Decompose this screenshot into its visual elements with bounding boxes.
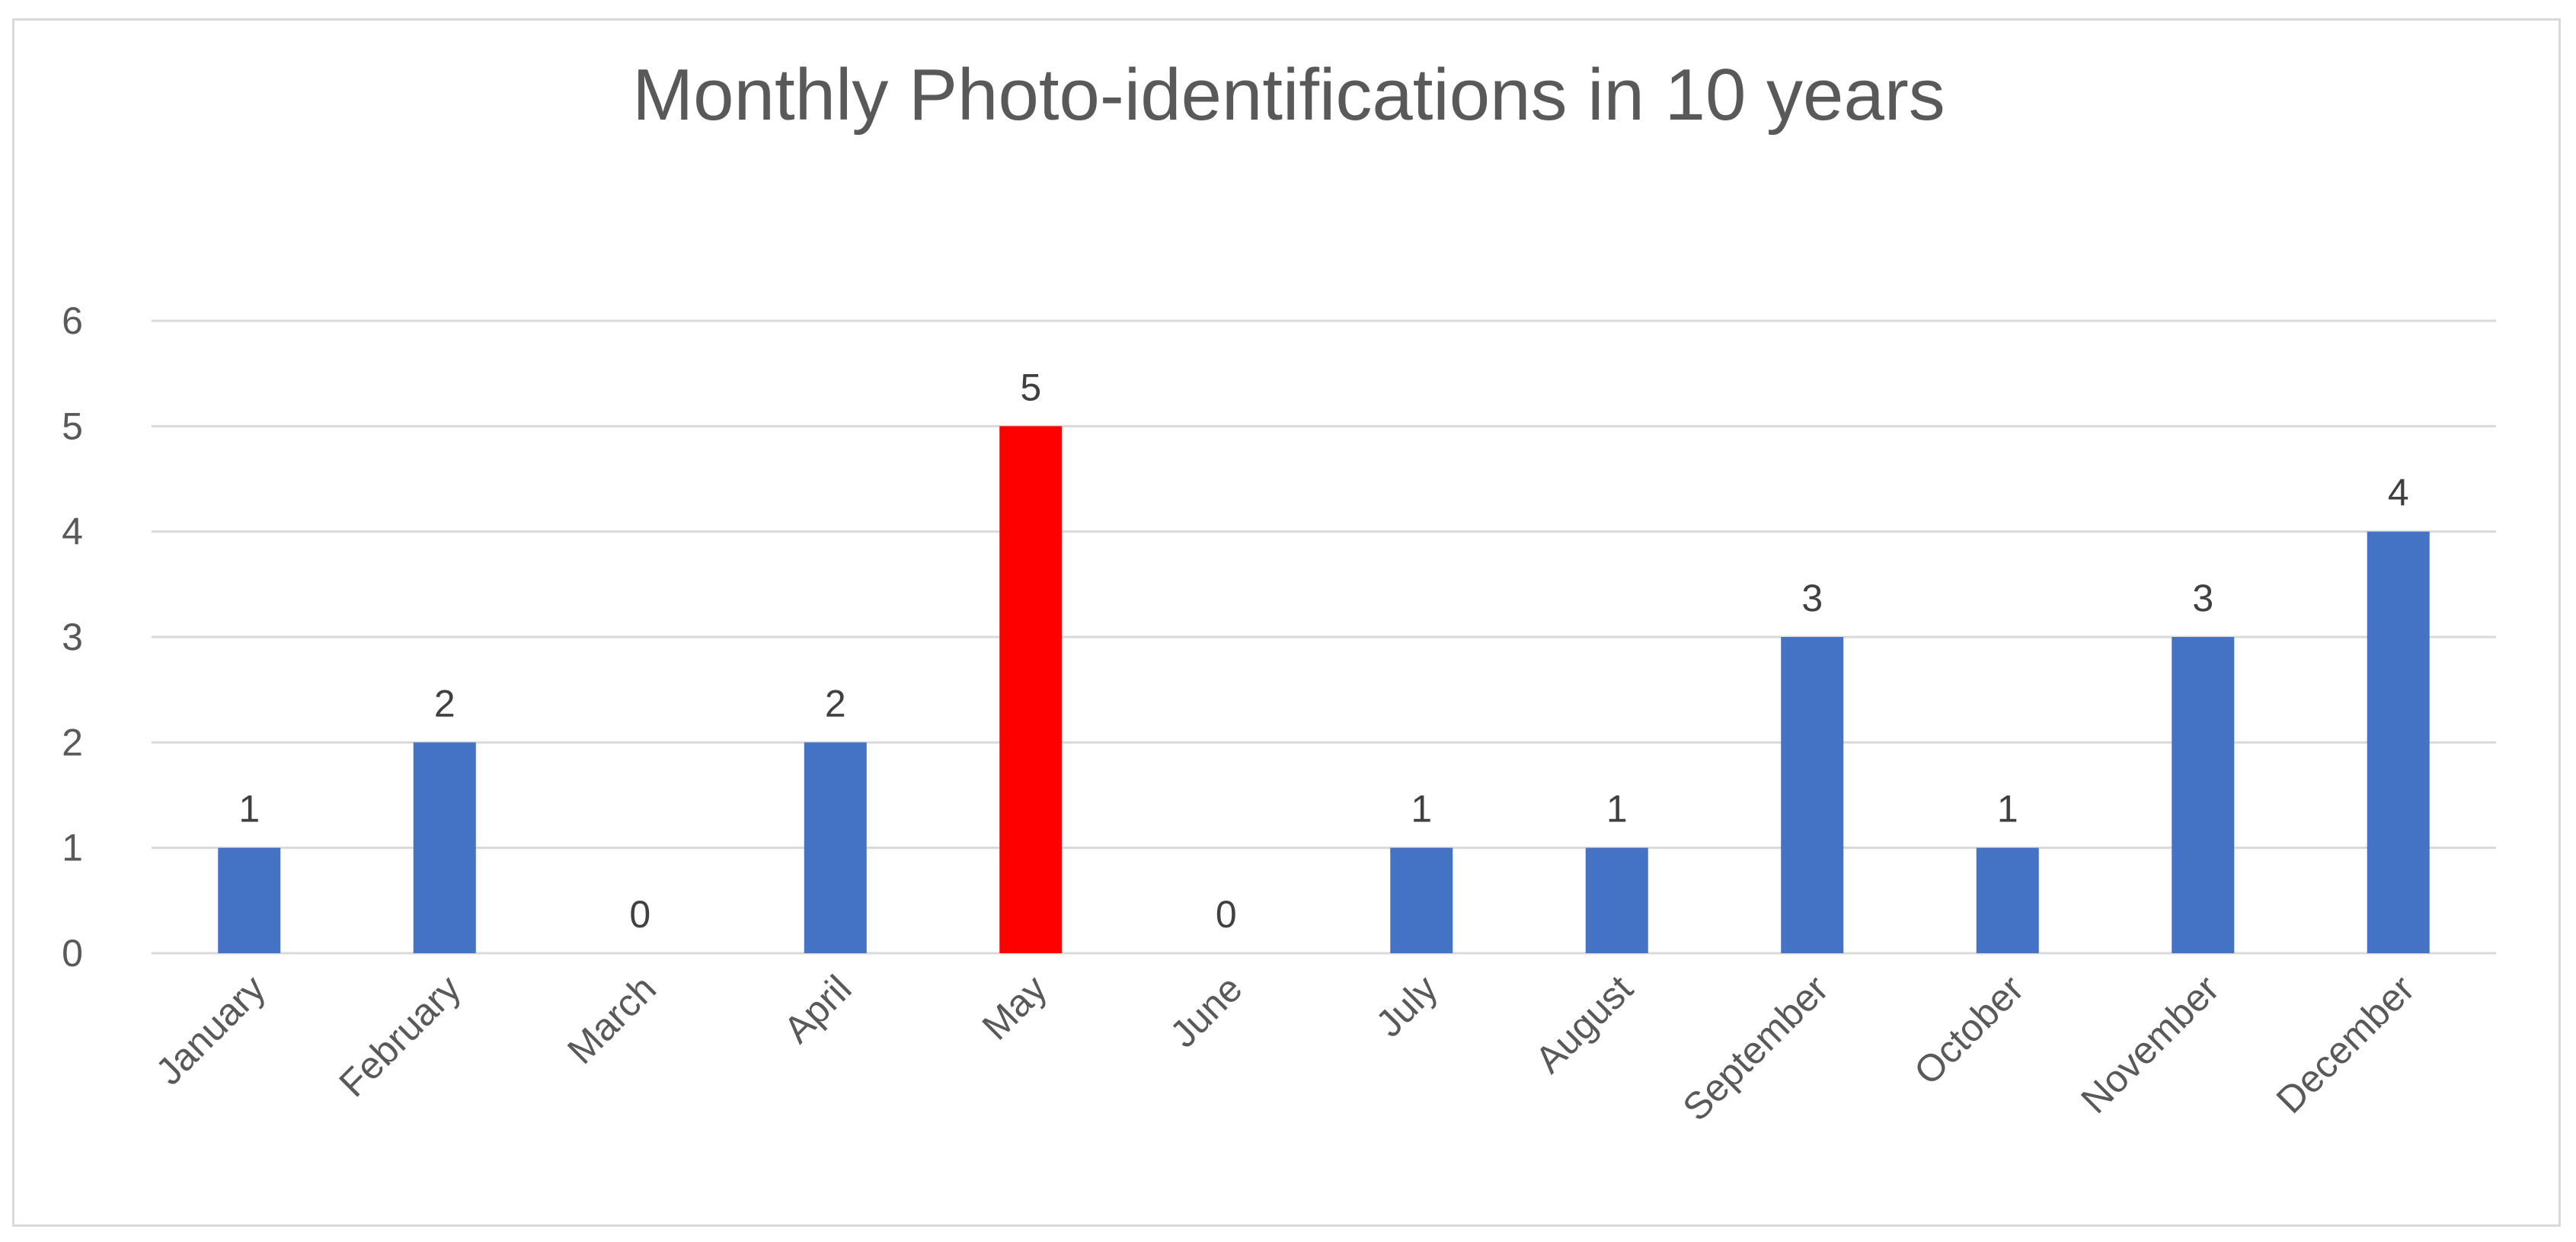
y-tick-label: 4: [62, 511, 83, 553]
data-label-may: 5: [1020, 366, 1041, 408]
data-label-april: 2: [825, 682, 846, 725]
data-label-december: 4: [2388, 472, 2409, 514]
bar-november: [2172, 637, 2235, 953]
data-label-september: 3: [1801, 577, 1823, 619]
x-tick-label-september: September: [1674, 967, 1836, 1129]
chart-title: Monthly Photo-identifications in 10 year…: [632, 54, 1945, 136]
y-tick-label: 2: [62, 721, 83, 763]
x-tick-label-july: July: [1368, 967, 1446, 1045]
y-tick-label: 6: [62, 299, 83, 342]
x-tick-label-march: March: [559, 967, 664, 1072]
y-axis-tick-labels: 0 1 2 3 4 5 6: [62, 299, 83, 975]
bar-february: [413, 742, 476, 953]
data-label-march: 0: [629, 893, 650, 936]
data-label-january: 1: [238, 788, 260, 831]
x-tick-label-february: February: [331, 967, 468, 1105]
x-tick-label-january: January: [148, 967, 273, 1093]
x-tick-label-june: June: [1162, 967, 1250, 1055]
x-tick-label-december: December: [2268, 967, 2423, 1122]
data-label-november: 3: [2192, 577, 2213, 619]
y-tick-label: 0: [62, 932, 83, 975]
x-tick-label-may: May: [974, 967, 1055, 1048]
x-axis-tick-labels: January February March April May June July Augu…: [148, 967, 2423, 1129]
bar-may: [999, 426, 1063, 953]
chart-container: Monthly Photo-identifications in 10 year…: [12, 18, 2561, 1227]
bar-january: [218, 847, 281, 953]
bars: [218, 426, 2430, 953]
data-label-october: 1: [1997, 788, 2018, 831]
bar-chart: Monthly Photo-identifications in 10 year…: [62, 54, 2496, 1129]
data-label-august: 1: [1606, 788, 1628, 831]
y-tick-label: 5: [62, 405, 83, 447]
bar-july: [1390, 847, 1453, 953]
bar-april: [804, 742, 867, 953]
x-tick-label-november: November: [2073, 967, 2227, 1122]
data-label-july: 1: [1411, 788, 1432, 831]
x-tick-label-april: April: [775, 967, 859, 1051]
bar-august: [1585, 847, 1648, 953]
data-labels: 1 2 0 2 5 0 1 1 3 1 3 4: [238, 366, 2408, 936]
y-tick-label: 1: [62, 827, 83, 869]
data-label-february: 2: [434, 682, 455, 725]
bar-september: [1781, 637, 1844, 953]
bar-december: [2367, 531, 2430, 953]
gridlines: [152, 319, 2496, 955]
x-tick-label-august: August: [1527, 967, 1641, 1081]
data-label-june: 0: [1216, 893, 1237, 936]
bar-october: [1976, 847, 2039, 953]
x-tick-label-october: October: [1906, 967, 2031, 1093]
y-tick-label: 3: [62, 616, 83, 658]
